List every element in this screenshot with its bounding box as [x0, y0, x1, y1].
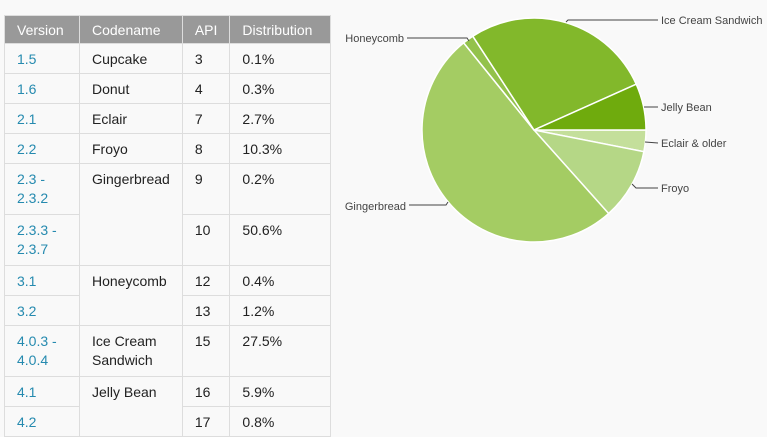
codename-cell: Eclair	[79, 103, 183, 134]
leader-line	[409, 201, 449, 206]
version-link[interactable]: 3.1	[4, 265, 80, 296]
distribution-cell: 0.3%	[229, 73, 332, 104]
table-row: 2.1 Eclair 7 2.7%	[4, 103, 332, 134]
distribution-cell: 1.2%	[229, 295, 332, 326]
version-link[interactable]: 2.3.3 - 2.3.7	[4, 214, 80, 266]
version-line: 4.0.3 -	[17, 333, 57, 349]
label-eclair-older: Eclair & older	[661, 138, 727, 150]
pie-slice-jelly-bean	[533, 83, 647, 131]
label-jelly-bean: Jelly Bean	[661, 102, 712, 114]
api-cell: 7	[181, 103, 231, 134]
version-link[interactable]: 2.2	[4, 133, 80, 164]
table-row: 3.2 13 1.2%	[4, 295, 332, 326]
version-link[interactable]: 1.6	[4, 73, 80, 104]
table-row: 1.5 Cupcake 3 0.1%	[4, 43, 332, 74]
codename-cell: Ice Cream Sandwich	[79, 325, 183, 377]
version-link[interactable]: 1.5	[4, 43, 80, 74]
version-line: 2.3.2	[17, 190, 49, 206]
version-link[interactable]: 2.1	[4, 103, 80, 134]
version-link[interactable]: 4.1	[4, 376, 80, 407]
table-row: 2.3 - 2.3.2 Gingerbread 9 0.2%	[4, 163, 332, 266]
codename-line: Ice Cream	[92, 333, 157, 349]
pie-slice-froyo	[531, 128, 645, 215]
version-line: 2.3.3 -	[17, 222, 57, 238]
api-cell: 3	[181, 43, 231, 74]
codename-cell: Gingerbread	[79, 163, 183, 266]
codename-cell: Froyo	[79, 133, 183, 164]
leader-line	[644, 141, 659, 144]
version-line: 2.3 -	[17, 171, 46, 187]
header-distribution: Distribution	[229, 15, 332, 44]
version-link[interactable]: 3.2	[4, 295, 80, 326]
leader-line	[407, 37, 470, 42]
pie-slices	[421, 17, 647, 243]
label-ice-cream-sandwich: Ice Cream Sandwich	[661, 15, 763, 27]
distribution-cell: 0.1%	[229, 43, 332, 74]
api-cell: 15	[181, 325, 231, 377]
table-row: 2.2 Froyo 8 10.3%	[4, 133, 332, 164]
label-gingerbread: Gingerbread	[345, 201, 406, 213]
leader-line	[631, 183, 658, 189]
api-cell: 17	[181, 406, 231, 437]
codename-cell: Honeycomb	[79, 265, 183, 326]
distribution-cell: 0.2%	[229, 163, 332, 215]
codename-cell: Donut	[79, 73, 183, 104]
header-codename: Codename	[79, 15, 183, 44]
pie-chart: Ice Cream Sandwich Honeycomb Jelly Bean …	[345, 15, 763, 243]
codename-line: Sandwich	[92, 352, 153, 368]
api-cell: 9	[181, 163, 231, 215]
distribution-cell: 27.5%	[229, 325, 332, 377]
version-line: 4.0.4	[17, 352, 49, 368]
table-row: 2.3.3 -2.3.7 10 50.6%	[4, 214, 332, 266]
table-header-row: Version Codename API Distribution	[4, 15, 332, 44]
distribution-cell: 2.7%	[229, 103, 332, 134]
version-link[interactable]: 4.2	[4, 406, 80, 437]
distribution-cell: 0.8%	[229, 406, 332, 437]
version-link[interactable]: 4.0.3 - 4.0.4	[4, 325, 80, 377]
label-honeycomb: Honeycomb	[345, 33, 404, 45]
leader-line	[565, 19, 658, 23]
distribution-cell: 5.9%	[229, 376, 332, 407]
table-row: 4.0.3 - 4.0.4 Ice Cream Sandwich 15 27.5%	[4, 325, 332, 377]
distribution-cell: 10.3%	[229, 133, 332, 164]
table-row: 3.1 Honeycomb 12 0.4%	[4, 265, 332, 326]
version-line: 2.3.7	[17, 241, 49, 257]
pie-labels: Ice Cream Sandwich Honeycomb Jelly Bean …	[345, 15, 763, 213]
label-froyo: Froyo	[661, 183, 689, 195]
header-version: Version	[4, 15, 80, 44]
version-link[interactable]: 2.3 - 2.3.2	[4, 163, 80, 215]
pie-slice-gingerbread	[421, 41, 610, 243]
